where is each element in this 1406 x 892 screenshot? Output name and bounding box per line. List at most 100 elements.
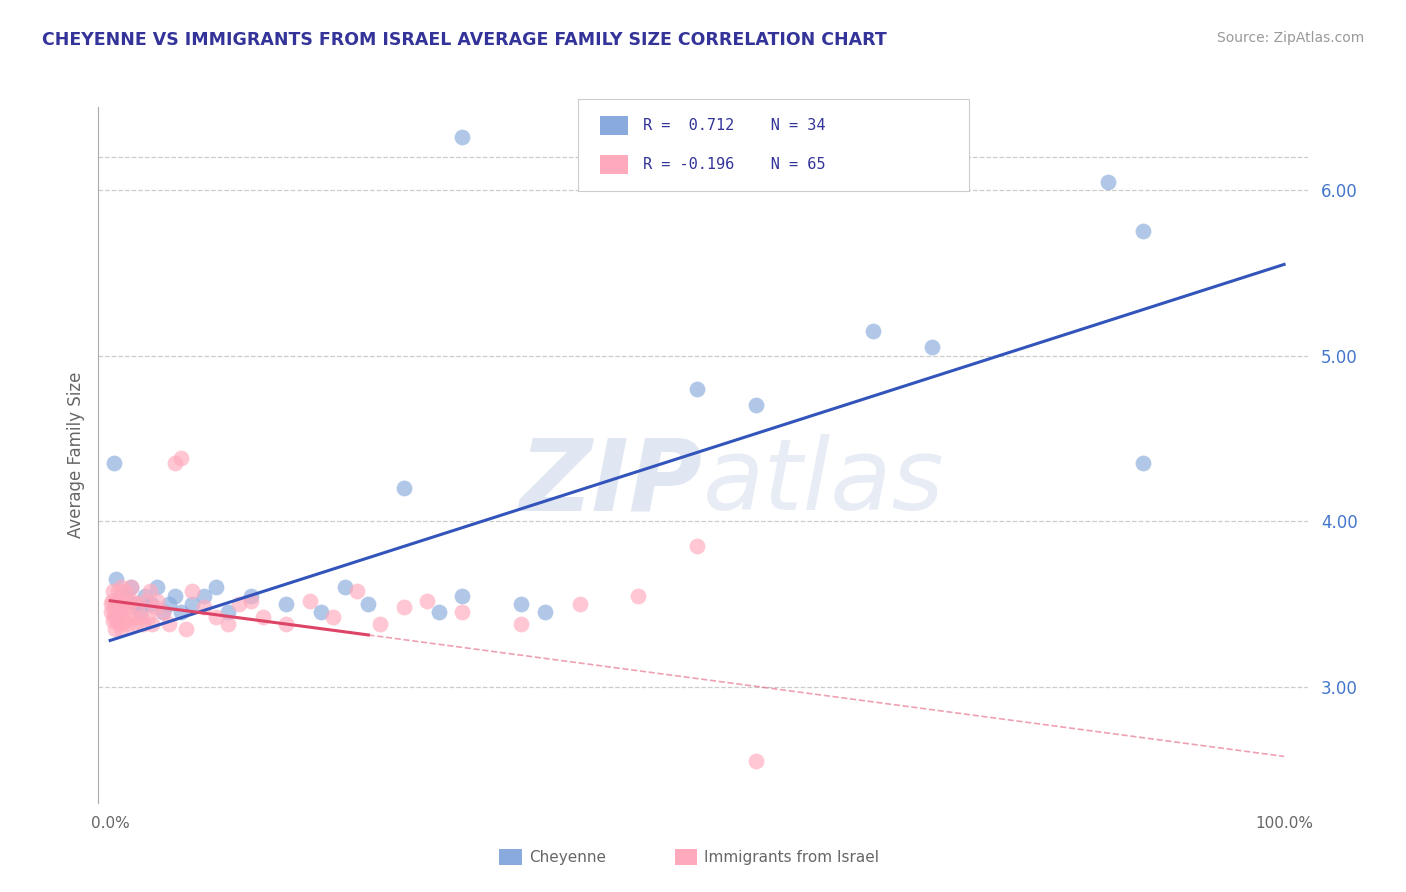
Point [217,616,239,631]
Point [1097,175,1119,189]
Point [921,340,943,354]
Point [115,600,138,615]
Point [118,593,141,607]
Point [240,593,263,607]
Point [114,589,136,603]
Point [111,600,134,615]
Point [101,593,124,607]
Point [105,607,128,621]
Point [120,610,142,624]
Point [368,616,391,631]
Point [204,610,226,624]
Point [112,614,135,628]
Text: Cheyenne: Cheyenne [529,850,606,864]
Text: CHEYENNE VS IMMIGRANTS FROM ISRAEL AVERAGE FAMILY SIZE CORRELATION CHART: CHEYENNE VS IMMIGRANTS FROM ISRAEL AVERA… [42,31,887,49]
Point [686,539,709,553]
Point [152,605,174,619]
Point [451,129,474,144]
Point [193,600,215,615]
Point [110,622,132,636]
Point [276,597,298,611]
Text: atlas: atlas [703,434,945,532]
Y-axis label: Average Family Size: Average Family Size [66,372,84,538]
Point [117,616,139,631]
Point [105,572,128,586]
Point [104,597,127,611]
Point [533,605,555,619]
Point [686,382,709,396]
Point [125,597,148,611]
Point [114,583,136,598]
Point [112,593,135,607]
Point [129,610,152,624]
Point [103,610,125,624]
Point [139,583,162,598]
Point [157,597,180,611]
Point [333,581,356,595]
Point [103,605,125,619]
Point [252,610,274,624]
Point [1132,224,1154,238]
Point [163,456,186,470]
Point [107,583,129,598]
Point [141,616,163,631]
Point [127,597,149,611]
Point [100,597,122,611]
Point [416,593,439,607]
Point [125,616,148,631]
Point [745,398,768,412]
Point [141,597,163,611]
Point [105,600,128,615]
Point [120,581,142,595]
Point [427,605,450,619]
Point [121,593,143,607]
Point [745,755,768,769]
Point [240,589,263,603]
Point [108,616,131,631]
Point [146,593,169,607]
Point [105,614,128,628]
Point [132,616,155,631]
Point [157,616,180,631]
Point [176,622,198,636]
Point [510,616,533,631]
Point [101,583,124,598]
Point [204,581,226,595]
Point [136,610,159,624]
Point [110,581,132,595]
Point [101,614,124,628]
Point [217,605,239,619]
Point [392,481,415,495]
Point [862,324,884,338]
Point [122,610,145,624]
Point [104,622,127,636]
Point [568,597,591,611]
Point [228,597,250,611]
Point [392,600,415,615]
Point [108,597,131,611]
Point [311,605,333,619]
Point [134,593,156,607]
Point [146,581,169,595]
Point [103,456,125,470]
Point [181,583,204,598]
Point [346,583,368,598]
Point [181,597,204,611]
Text: Immigrants from Israel: Immigrants from Israel [704,850,879,864]
Point [627,589,650,603]
Text: R = -0.196    N = 65: R = -0.196 N = 65 [643,157,825,172]
Point [322,610,344,624]
Point [451,589,474,603]
Text: R =  0.712    N = 34: R = 0.712 N = 34 [643,118,825,133]
Point [134,589,156,603]
Point [193,589,215,603]
Point [111,597,134,611]
Point [143,600,166,615]
Point [169,605,191,619]
Point [108,605,131,619]
Text: Source: ZipAtlas.com: Source: ZipAtlas.com [1216,31,1364,45]
Point [1132,456,1154,470]
Point [107,593,129,607]
Point [163,589,186,603]
Point [357,597,380,611]
